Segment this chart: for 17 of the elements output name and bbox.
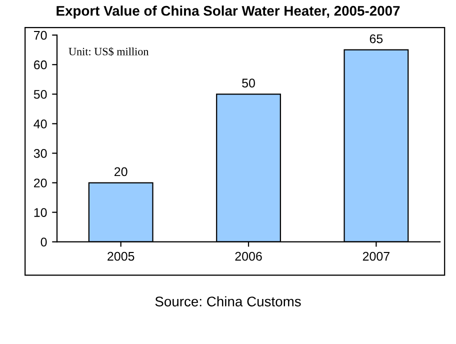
y-tick-label: 60	[34, 60, 47, 70]
chart-title: Export Value of China Solar Water Heater, 2005-2007	[56, 6, 400, 19]
y-tick-label: 70	[34, 30, 47, 40]
x-tick-label: 2006	[235, 252, 262, 261]
x-tick-label: 2007	[362, 252, 390, 261]
y-tick-label: 30	[34, 149, 47, 158]
data-label: 65	[370, 34, 383, 44]
y-tick-label: 10	[34, 208, 47, 217]
y-tick-label: 40	[34, 119, 47, 128]
data-label: 50	[242, 78, 255, 88]
source-note: Source: China Customs	[155, 296, 301, 306]
annotation: Unit: US$ million	[68, 47, 149, 56]
x-tick-label: 2005	[108, 252, 134, 261]
data-label: 20	[114, 167, 128, 176]
y-tick-label: 20	[34, 178, 47, 188]
y-tick-label: 50	[34, 90, 47, 99]
y-tick-label: 0	[40, 238, 47, 246]
